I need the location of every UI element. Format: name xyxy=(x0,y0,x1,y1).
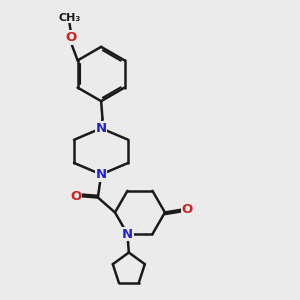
Text: N: N xyxy=(122,228,133,241)
Text: O: O xyxy=(65,31,76,44)
Text: CH₃: CH₃ xyxy=(58,13,81,22)
Text: N: N xyxy=(96,122,107,135)
Text: O: O xyxy=(70,190,81,202)
Text: N: N xyxy=(96,168,107,181)
Text: O: O xyxy=(182,203,193,216)
